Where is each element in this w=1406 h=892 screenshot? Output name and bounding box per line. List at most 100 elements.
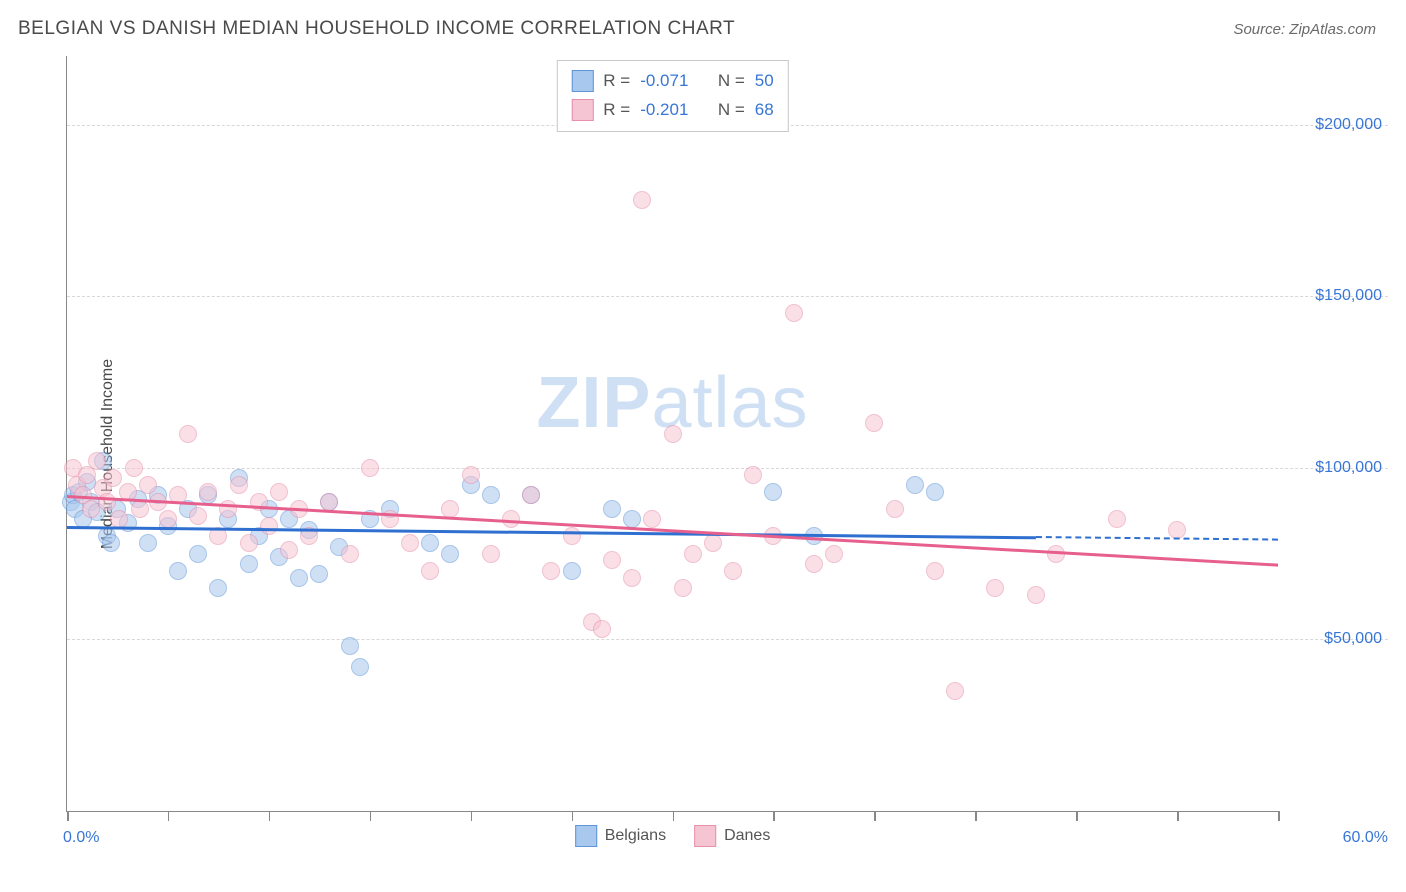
legend-item: Belgians xyxy=(575,825,666,847)
scatter-point xyxy=(240,534,258,552)
legend-n-value: 68 xyxy=(755,96,774,125)
scatter-point xyxy=(522,486,540,504)
x-tick xyxy=(269,811,271,821)
scatter-point xyxy=(209,579,227,597)
legend-swatch xyxy=(571,70,593,92)
scatter-point xyxy=(926,562,944,580)
chart-title: BELGIAN VS DANISH MEDIAN HOUSEHOLD INCOM… xyxy=(18,18,735,40)
x-tick xyxy=(1278,811,1280,821)
scatter-point xyxy=(886,500,904,518)
scatter-point xyxy=(280,541,298,559)
scatter-point xyxy=(542,562,560,580)
scatter-point xyxy=(633,191,651,209)
scatter-point xyxy=(623,510,641,528)
scatter-point xyxy=(270,483,288,501)
scatter-point xyxy=(785,304,803,322)
legend-r-label: R = xyxy=(603,96,630,125)
scatter-point xyxy=(260,517,278,535)
scatter-point xyxy=(643,510,661,528)
trend-line-extrapolated xyxy=(1036,536,1278,541)
legend-series: Belgians Danes xyxy=(575,825,771,847)
x-tick xyxy=(67,811,69,821)
scatter-point xyxy=(131,500,149,518)
scatter-point xyxy=(179,425,197,443)
x-tick xyxy=(975,811,977,821)
y-tick-label: $150,000 xyxy=(1315,287,1382,305)
scatter-point xyxy=(744,466,762,484)
x-tick xyxy=(1076,811,1078,821)
scatter-point xyxy=(159,510,177,528)
scatter-point xyxy=(724,562,742,580)
scatter-point xyxy=(361,459,379,477)
scatter-point xyxy=(906,476,924,494)
legend-swatch xyxy=(694,825,716,847)
x-tick xyxy=(1177,811,1179,821)
scatter-point xyxy=(230,476,248,494)
legend-swatch xyxy=(575,825,597,847)
scatter-point xyxy=(704,534,722,552)
scatter-point xyxy=(290,569,308,587)
legend-r-label: R = xyxy=(603,67,630,96)
scatter-point xyxy=(603,500,621,518)
x-tick-label-start: 0.0% xyxy=(63,829,99,847)
scatter-point xyxy=(441,500,459,518)
scatter-point xyxy=(1168,521,1186,539)
scatter-point xyxy=(189,545,207,563)
scatter-point xyxy=(189,507,207,525)
x-tick xyxy=(572,811,574,821)
scatter-point xyxy=(482,486,500,504)
legend-r-value: -0.071 xyxy=(640,67,688,96)
scatter-point xyxy=(341,637,359,655)
header: BELGIAN VS DANISH MEDIAN HOUSEHOLD INCOM… xyxy=(0,0,1406,48)
scatter-point xyxy=(563,527,581,545)
y-tick-label: $100,000 xyxy=(1315,459,1382,477)
scatter-point xyxy=(563,562,581,580)
y-tick-label: $200,000 xyxy=(1315,116,1382,134)
scatter-point xyxy=(104,469,122,487)
scatter-point xyxy=(125,459,143,477)
scatter-point xyxy=(219,500,237,518)
scatter-point xyxy=(240,555,258,573)
legend-n-value: 50 xyxy=(755,67,774,96)
scatter-point xyxy=(139,534,157,552)
scatter-point xyxy=(1108,510,1126,528)
legend-swatch xyxy=(571,99,593,121)
scatter-point xyxy=(764,483,782,501)
scatter-point xyxy=(351,658,369,676)
x-tick-label-end: 60.0% xyxy=(1343,829,1388,847)
x-tick xyxy=(471,811,473,821)
x-tick xyxy=(773,811,775,821)
scatter-point xyxy=(98,493,116,511)
x-tick xyxy=(874,811,876,821)
legend-n-label: N = xyxy=(718,67,745,96)
scatter-point xyxy=(462,466,480,484)
scatter-point xyxy=(986,579,1004,597)
scatter-point xyxy=(421,562,439,580)
plot-area: ZIPatlas $50,000$100,000$150,000$200,000… xyxy=(66,56,1278,812)
scatter-point xyxy=(139,476,157,494)
scatter-point xyxy=(169,562,187,580)
scatter-point xyxy=(865,414,883,432)
gridline xyxy=(67,296,1388,297)
scatter-point xyxy=(102,534,120,552)
scatter-point xyxy=(320,493,338,511)
scatter-point xyxy=(674,579,692,597)
gridline xyxy=(67,468,1388,469)
scatter-point xyxy=(603,551,621,569)
y-tick-label: $50,000 xyxy=(1324,630,1382,648)
scatter-point xyxy=(664,425,682,443)
scatter-point xyxy=(199,483,217,501)
legend-item: Danes xyxy=(694,825,770,847)
scatter-point xyxy=(684,545,702,563)
scatter-point xyxy=(926,483,944,501)
legend-label: Danes xyxy=(724,827,770,844)
scatter-point xyxy=(482,545,500,563)
legend-r-value: -0.201 xyxy=(640,96,688,125)
scatter-point xyxy=(401,534,419,552)
scatter-point xyxy=(88,452,106,470)
scatter-point xyxy=(946,682,964,700)
x-tick xyxy=(168,811,170,821)
gridline xyxy=(67,639,1388,640)
legend-n-label: N = xyxy=(718,96,745,125)
x-tick xyxy=(370,811,372,821)
